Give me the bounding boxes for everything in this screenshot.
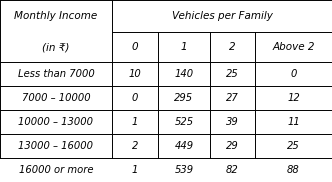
Text: 7000 – 10000: 7000 – 10000 [22, 93, 90, 103]
Text: 27: 27 [226, 93, 239, 103]
Text: 88: 88 [287, 165, 300, 175]
Text: 2: 2 [229, 42, 236, 52]
Text: Less than 7000: Less than 7000 [18, 69, 94, 79]
Text: Monthly Income: Monthly Income [14, 11, 98, 21]
Text: 29: 29 [226, 141, 239, 151]
Text: 0: 0 [132, 93, 138, 103]
Text: 82: 82 [226, 165, 239, 175]
Text: 539: 539 [174, 165, 194, 175]
Text: 449: 449 [174, 141, 194, 151]
Text: (in ₹): (in ₹) [42, 42, 70, 52]
Text: 140: 140 [174, 69, 194, 79]
Text: Above 2: Above 2 [272, 42, 315, 52]
Text: 0: 0 [290, 69, 297, 79]
Text: 1: 1 [132, 165, 138, 175]
Text: 16000 or more: 16000 or more [19, 165, 93, 175]
Text: 25: 25 [287, 141, 300, 151]
Text: 12: 12 [287, 93, 300, 103]
Text: Vehicles per Family: Vehicles per Family [172, 11, 273, 21]
Text: 295: 295 [174, 93, 194, 103]
Text: 1: 1 [181, 42, 187, 52]
Text: 13000 – 16000: 13000 – 16000 [19, 141, 94, 151]
Text: 0: 0 [132, 42, 138, 52]
Text: 25: 25 [226, 69, 239, 79]
Text: 39: 39 [226, 117, 239, 127]
Text: 2: 2 [132, 141, 138, 151]
Text: 10000 – 13000: 10000 – 13000 [19, 117, 94, 127]
Text: 525: 525 [174, 117, 194, 127]
Text: 1: 1 [132, 117, 138, 127]
Text: 10: 10 [128, 69, 141, 79]
Text: 11: 11 [287, 117, 300, 127]
